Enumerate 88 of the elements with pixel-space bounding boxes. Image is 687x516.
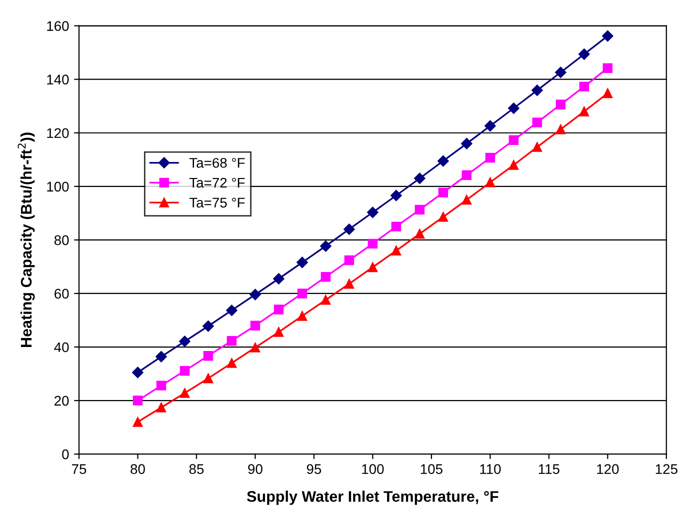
- y-tick-label: 20: [54, 396, 69, 406]
- point: [226, 336, 237, 346]
- y-axis-title: Heating Capacity (Btu/(hr-ft$^{2}$)): [18, 132, 35, 348]
- point: [508, 160, 519, 170]
- point: [484, 120, 496, 132]
- x-tick-label: 75: [72, 464, 86, 474]
- point: [368, 262, 378, 272]
- y-tick-label: 140: [47, 74, 69, 85]
- point: [391, 246, 402, 256]
- point: [132, 366, 144, 378]
- point: [203, 350, 214, 361]
- point: [132, 417, 143, 427]
- point: [344, 278, 354, 289]
- point: [508, 102, 520, 114]
- point: [579, 82, 590, 92]
- point: [602, 88, 613, 98]
- point: [438, 212, 448, 222]
- point: [556, 124, 566, 134]
- x-tick-label: 125: [656, 464, 678, 474]
- point: [250, 320, 260, 330]
- y-tick-label: 120: [47, 128, 69, 138]
- point: [226, 358, 237, 368]
- point: [602, 63, 613, 73]
- point: [414, 204, 425, 215]
- point: [414, 172, 426, 184]
- point: [180, 366, 190, 376]
- x-axis-title: Supply Water Inlet Temperature, °F: [246, 490, 498, 505]
- point: [320, 272, 331, 282]
- y-tick-label: 160: [47, 21, 69, 31]
- y-tick-label: 80: [54, 235, 69, 246]
- point: [462, 170, 472, 180]
- x-tick-label: 85: [189, 464, 204, 474]
- point: [297, 311, 308, 321]
- point: [555, 66, 566, 78]
- point: [180, 388, 190, 398]
- point: [461, 138, 472, 150]
- x-tick-label: 120: [597, 464, 619, 474]
- x-tick-label: 105: [420, 464, 442, 474]
- point: [462, 194, 472, 205]
- point: [556, 100, 566, 110]
- point: [250, 288, 261, 300]
- point: [578, 48, 590, 60]
- x-tick-label: 115: [538, 464, 560, 474]
- point: [297, 288, 308, 298]
- point: [414, 228, 425, 239]
- point: [179, 336, 190, 347]
- point: [274, 327, 284, 337]
- point: [532, 118, 542, 128]
- point: [156, 402, 166, 412]
- point: [485, 178, 496, 188]
- point: [156, 380, 166, 390]
- point: [320, 240, 332, 252]
- point: [320, 295, 331, 305]
- x-tick-label: 80: [130, 464, 145, 474]
- point: [391, 222, 402, 232]
- point: [274, 304, 284, 314]
- legend-label: Ta=68 °F: [189, 158, 245, 168]
- point: [368, 238, 378, 249]
- point: [132, 396, 143, 406]
- point: [532, 142, 542, 152]
- point: [438, 188, 448, 198]
- point: [273, 273, 284, 284]
- point: [438, 155, 449, 167]
- x-tick-label: 95: [306, 464, 322, 474]
- x-tick-label: 90: [248, 464, 262, 474]
- point: [202, 320, 214, 332]
- point: [296, 256, 308, 268]
- point: [508, 135, 519, 145]
- legend-label: Ta=72 °F: [189, 178, 245, 188]
- point: [344, 224, 355, 235]
- x-tick-label: 100: [362, 464, 384, 474]
- point: [485, 152, 496, 163]
- point: [532, 84, 543, 96]
- point: [203, 373, 214, 384]
- x-tick-label: 110: [480, 464, 501, 474]
- y-tick-label: 100: [47, 182, 69, 192]
- point: [579, 106, 590, 116]
- point: [390, 190, 402, 202]
- y-tick-label: 0: [62, 449, 69, 460]
- point: [367, 206, 378, 218]
- point: [602, 30, 614, 42]
- point: [156, 351, 167, 362]
- point: [226, 304, 238, 316]
- legend-label: Ta=75 °F: [189, 198, 245, 208]
- point: [344, 255, 354, 266]
- y-tick-label: 60: [54, 288, 69, 299]
- y-tick-label: 40: [54, 342, 69, 352]
- point: [250, 342, 260, 352]
